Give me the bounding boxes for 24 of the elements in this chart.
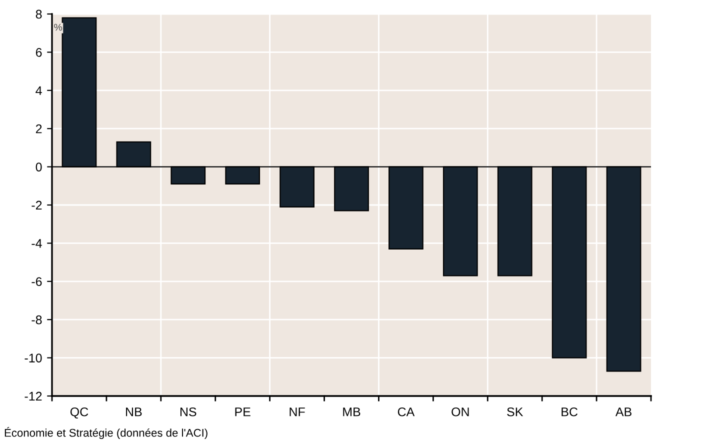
y-tick-label: -4 [32,239,42,248]
y-tick-label: -12 [24,392,42,401]
y-tick-label: 0 [36,162,42,172]
x-tick-label: AB [615,408,632,416]
x-tick-label: QC [70,407,88,419]
y-tick-label: 8 [36,10,42,19]
x-tick-label: SK [507,407,524,416]
y-axis-title: % [54,24,62,31]
x-tick-label: CA [398,407,415,416]
y-tick-label: -2 [32,200,42,210]
x-tick-label: BC [562,407,578,416]
y-tick-label: -10 [24,354,42,362]
x-tick-label: ON [452,407,469,416]
x-tick-label: NF [290,408,305,416]
x-tick-label: MB [343,408,360,416]
x-tick-label: NS [180,407,196,416]
y-tick-label: 4 [36,86,42,95]
y-tick-label: -8 [32,315,42,324]
y-tick-label: 6 [36,48,42,57]
y-tick-label: -6 [32,277,42,286]
text: Économie et Stratégie (données de l'ACI) [4,427,208,439]
y-tick-label: 2 [36,124,42,134]
x-tick-label: PE [235,408,250,416]
x-tick-label: NB [126,408,142,416]
